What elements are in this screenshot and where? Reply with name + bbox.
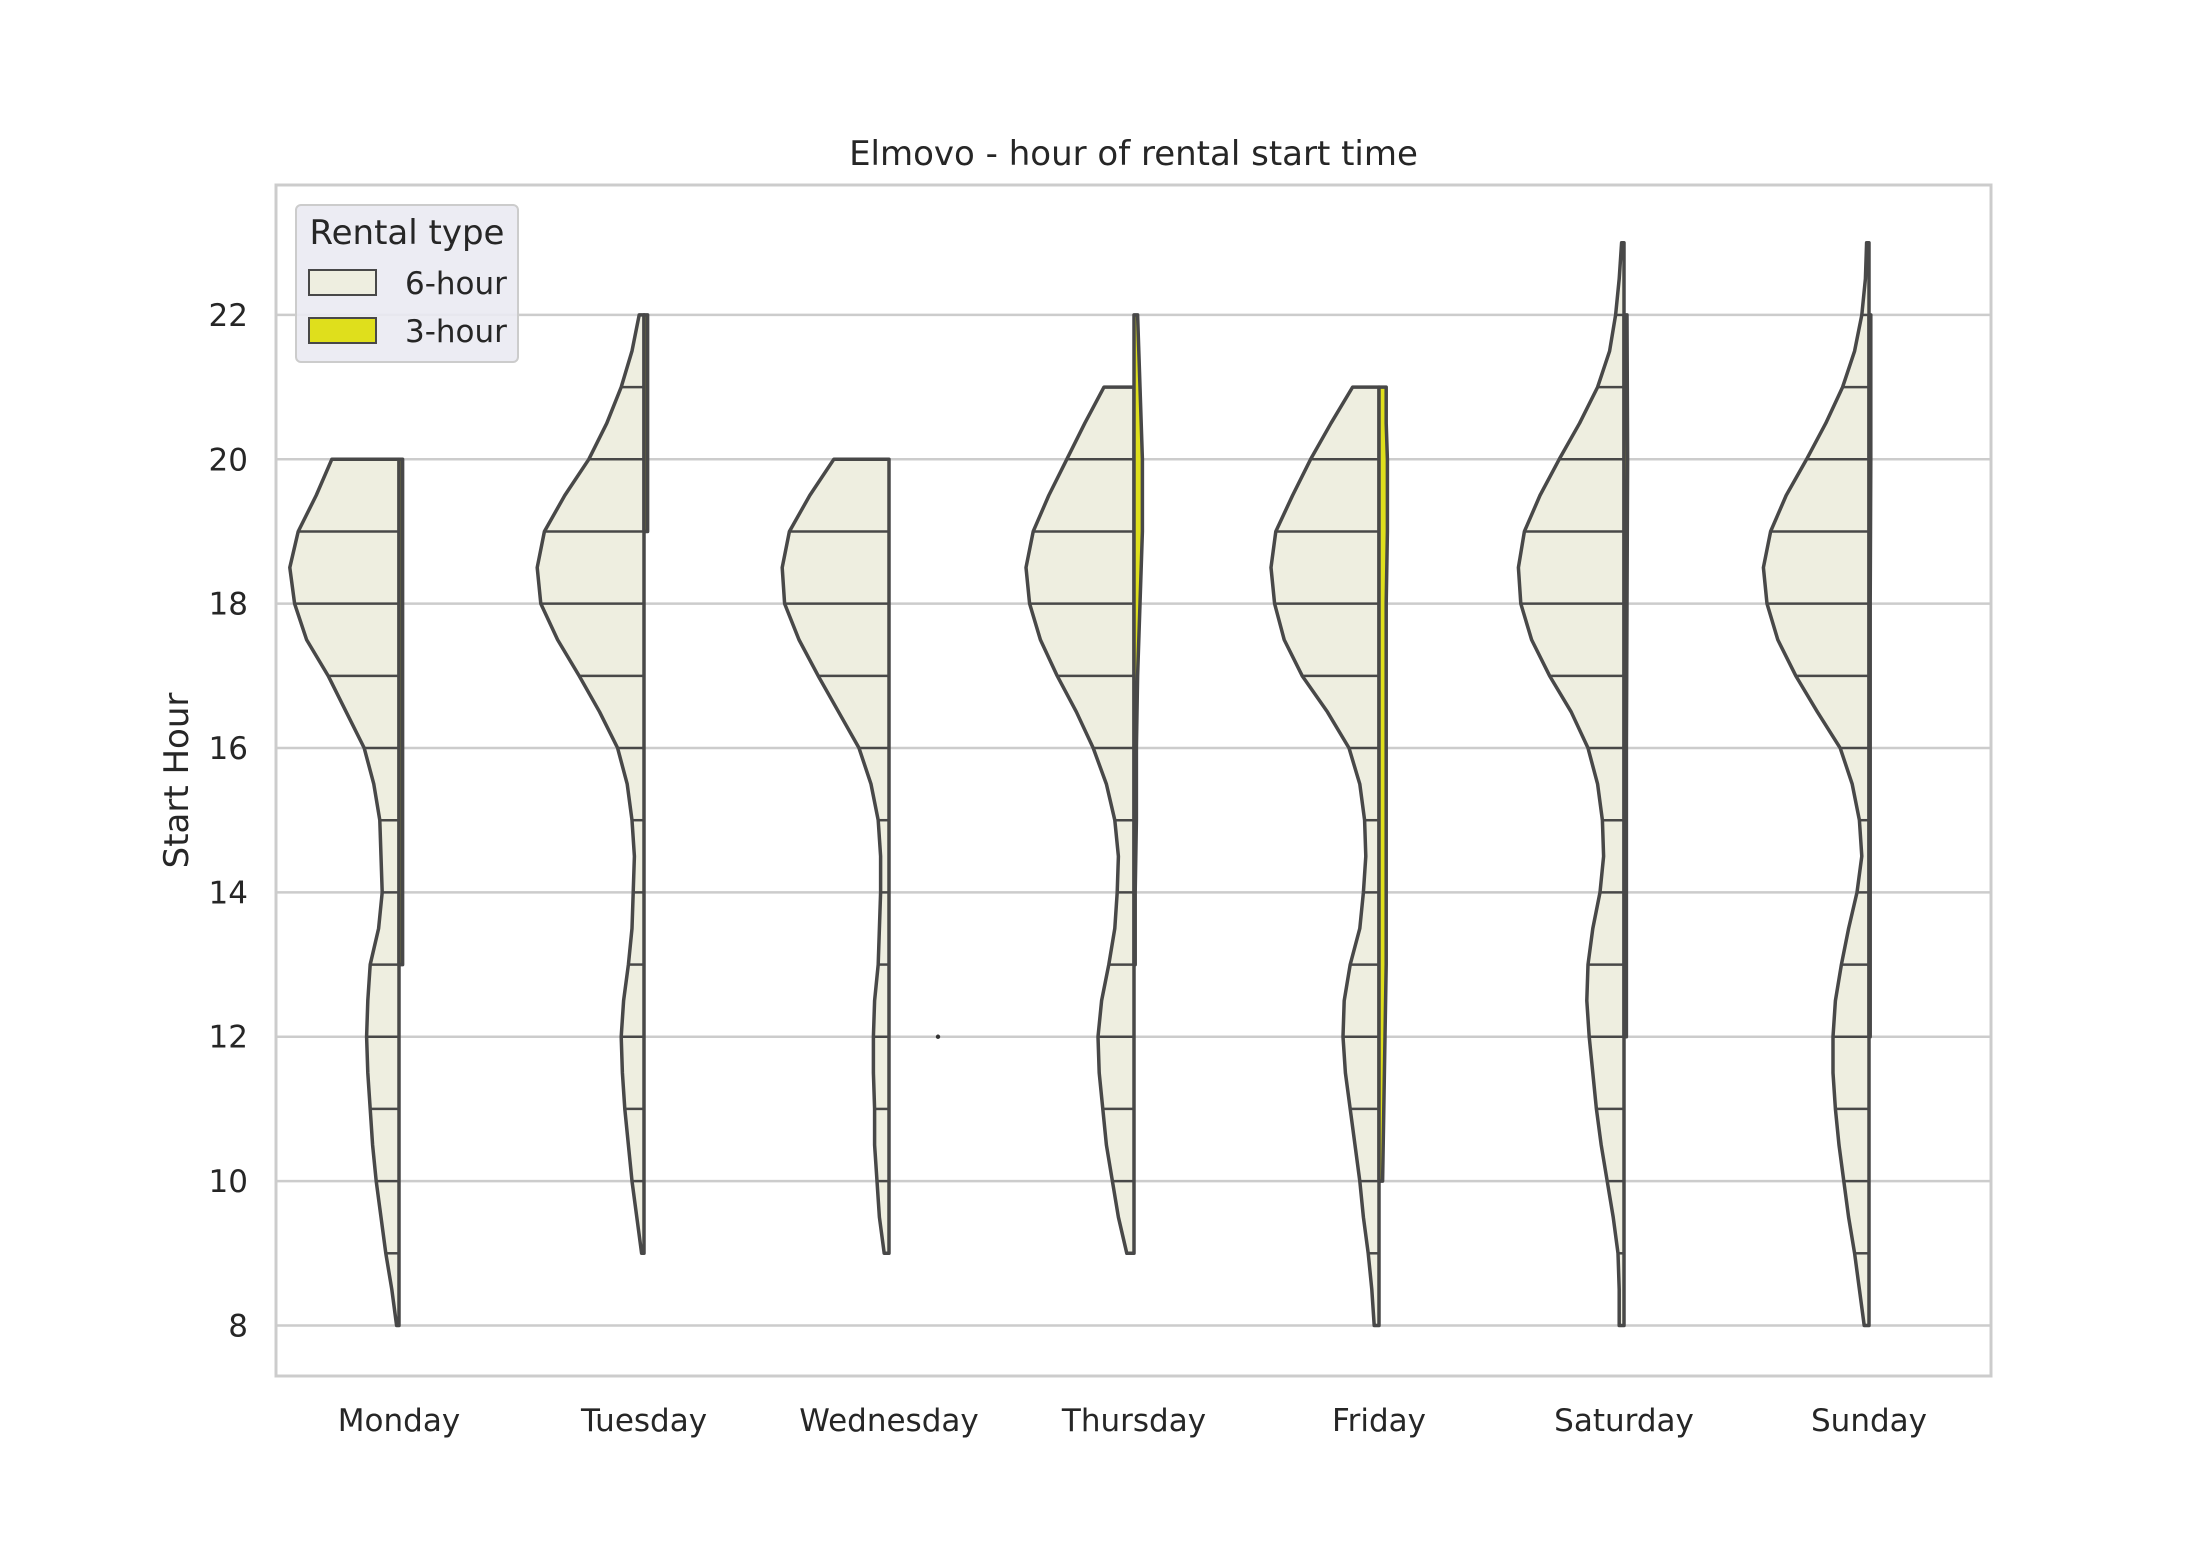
- legend: Rental type 6-hour 3-hour: [295, 204, 519, 363]
- y-tick-label-10: 10: [209, 1164, 248, 1200]
- legend-title: Rental type: [310, 213, 505, 253]
- x-tick-labels: Monday Tuesday Wednesday Thursday Friday Satu…: [338, 1403, 1927, 1439]
- chart-title: Elmovo - hour of rental start time: [849, 134, 1418, 174]
- violin-6-hour-wednesday: [780, 457, 891, 1256]
- y-tick-label-16: 16: [209, 731, 248, 767]
- plot-frame: [274, 183, 1993, 1378]
- violin-3-hour-saturday: [1622, 313, 1630, 1039]
- violin-3-hour-tuesday: [642, 313, 650, 534]
- legend-swatch-3-hour: [308, 317, 377, 344]
- legend-label-6-hour: 6-hour: [405, 266, 507, 302]
- stray-point: [935, 1034, 941, 1039]
- violin-6-hour-tuesday: [535, 313, 646, 1256]
- x-tick-label-sunday: Sunday: [1811, 1403, 1927, 1439]
- x-tick-label-friday: Friday: [1332, 1403, 1426, 1439]
- y-axis-label: Start Hour: [157, 693, 197, 869]
- y-tick-label-8: 8: [228, 1308, 248, 1344]
- x-tick-label-wednesday: Wednesday: [799, 1403, 978, 1439]
- y-tick-label-14: 14: [209, 875, 248, 911]
- x-tick-label-tuesday: Tuesday: [580, 1403, 707, 1439]
- y-tick-label-18: 18: [209, 587, 248, 623]
- legend-swatch-6-hour: [308, 269, 377, 296]
- x-tick-label-monday: Monday: [338, 1403, 460, 1439]
- legend-label-3-hour: 3-hour: [405, 314, 507, 350]
- y-tick-labels: 8 10 12 14 16 18 20 22: [209, 298, 248, 1345]
- violin-3-hour-friday: [1377, 385, 1390, 1183]
- violin-6-hour-saturday: [1516, 240, 1626, 1328]
- x-tick-label-thursday: Thursday: [1061, 1403, 1206, 1439]
- y-tick-label-22: 22: [209, 298, 248, 334]
- violins: [288, 240, 1873, 1328]
- violin-3-hour-thursday: [1132, 313, 1145, 967]
- violin-6-hour-sunday: [1761, 240, 1871, 1328]
- violin-3-hour-monday: [397, 457, 405, 967]
- y-tick-label-12: 12: [209, 1020, 248, 1056]
- y-tick-label-20: 20: [209, 442, 248, 478]
- violin-3-hour-sunday: [1867, 313, 1873, 1039]
- x-tick-label-saturday: Saturday: [1554, 1403, 1694, 1439]
- violin-6-hour-friday: [1269, 385, 1381, 1328]
